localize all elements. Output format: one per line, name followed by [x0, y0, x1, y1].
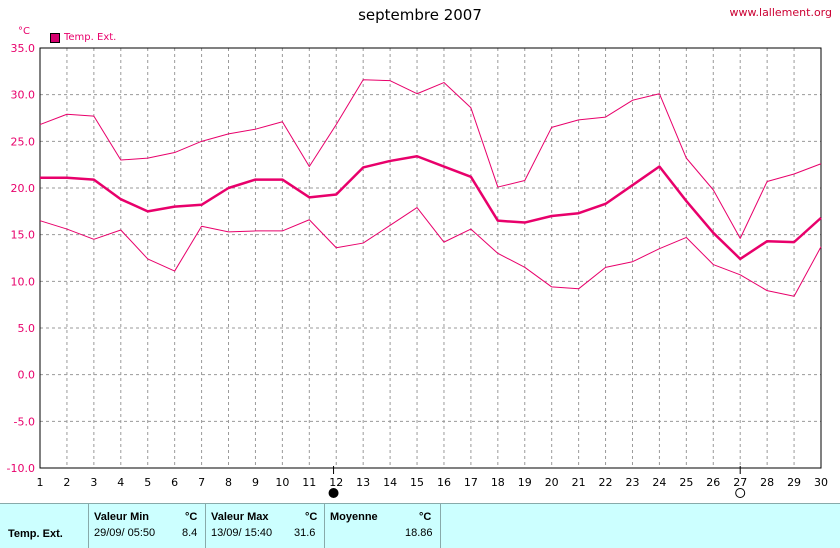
x-tick-label: 5 [144, 476, 151, 489]
min-unit: °C [185, 511, 198, 523]
plot-frame [39, 47, 822, 469]
hollow-marker-dot [735, 488, 746, 498]
x-tick-label: 12 [329, 476, 343, 489]
y-tick-label: 20.0 [11, 182, 36, 195]
mean-header: Moyenne [330, 511, 378, 523]
x-tick-label: 30 [814, 476, 828, 489]
stats-max-cell: Valeur Max °C 13/09/ 15:40 31.6 [206, 504, 325, 548]
x-tick-label: 28 [760, 476, 774, 489]
stats-mean-cell: Moyenne °C 18.86 [325, 504, 441, 548]
y-tick-label: 25.0 [11, 135, 36, 148]
x-tick-label: 1 [37, 476, 44, 489]
x-tick-label: 16 [437, 476, 451, 489]
x-tick-label: 7 [198, 476, 205, 489]
x-tick-label: 10 [275, 476, 289, 489]
min-value: 8.4 [182, 527, 198, 539]
x-tick-label: 24 [652, 476, 666, 489]
stats-row-label: Temp. Ext. [8, 528, 63, 540]
x-tick-label: 11 [302, 476, 316, 489]
x-tick-label: 25 [679, 476, 693, 489]
max-date: 13/09/ 15:40 [211, 527, 273, 539]
mean-unit: °C [419, 511, 432, 523]
x-tick-label: 8 [225, 476, 232, 489]
x-tick-label: 9 [252, 476, 259, 489]
max-unit: °C [305, 511, 318, 523]
chart-title: septembre 2007 [358, 6, 482, 24]
stats-min-cell: Valeur Min °C 29/09/ 05:50 8.4 [89, 504, 206, 548]
x-tick-label: 19 [518, 476, 532, 489]
series-line-min [39, 207, 822, 297]
x-tick-label: 27 [733, 476, 747, 489]
stats-panel: Temp. Ext. Valeur Min °C 29/09/ 05:50 8.… [0, 503, 840, 548]
y-tick-label: 15.0 [11, 229, 36, 242]
chart-plot: 35.030.025.020.015.010.05.00.0-5.0-10.01… [7, 42, 828, 498]
x-tick-label: 2 [63, 476, 70, 489]
min-header: Valeur Min [94, 511, 150, 523]
y-tick-label: 0.0 [18, 369, 36, 382]
x-tick-label: 29 [787, 476, 801, 489]
x-tick-label: 6 [171, 476, 178, 489]
x-tick-label: 15 [410, 476, 424, 489]
y-tick-label: 10.0 [11, 275, 36, 288]
legend: Temp. Ext. [50, 32, 116, 43]
x-tick-label: 18 [491, 476, 505, 489]
site-url[interactable]: www.lallement.org [729, 6, 832, 19]
x-tick-label: 23 [625, 476, 639, 489]
x-tick-label: 26 [706, 476, 720, 489]
min-date: 29/09/ 05:50 [94, 527, 156, 539]
x-tick-label: 4 [117, 476, 124, 489]
legend-label: Temp. Ext. [64, 32, 117, 43]
x-tick-label: 21 [572, 476, 586, 489]
filled-marker-dot [328, 488, 339, 498]
y-tick-label: 5.0 [18, 322, 36, 335]
y-axis-unit: °C [18, 26, 30, 37]
y-tick-label: -5.0 [14, 415, 35, 428]
max-value: 31.6 [294, 527, 316, 539]
y-tick-label: 30.0 [11, 89, 36, 102]
x-tick-label: 14 [383, 476, 397, 489]
mean-value: 18.86 [405, 527, 433, 539]
stats-label-cell: Temp. Ext. [0, 504, 89, 548]
max-header: Valeur Max [211, 511, 269, 523]
y-tick-label: 35.0 [11, 42, 36, 55]
series-line-mean [40, 155, 822, 261]
series-line-max [39, 79, 822, 239]
x-tick-label: 20 [545, 476, 559, 489]
legend-swatch [50, 32, 60, 43]
x-tick-label: 17 [464, 476, 478, 489]
y-tick-label: -10.0 [7, 462, 35, 475]
x-tick-label: 3 [90, 476, 97, 489]
x-tick-label: 13 [356, 476, 370, 489]
x-tick-label: 22 [599, 476, 613, 489]
